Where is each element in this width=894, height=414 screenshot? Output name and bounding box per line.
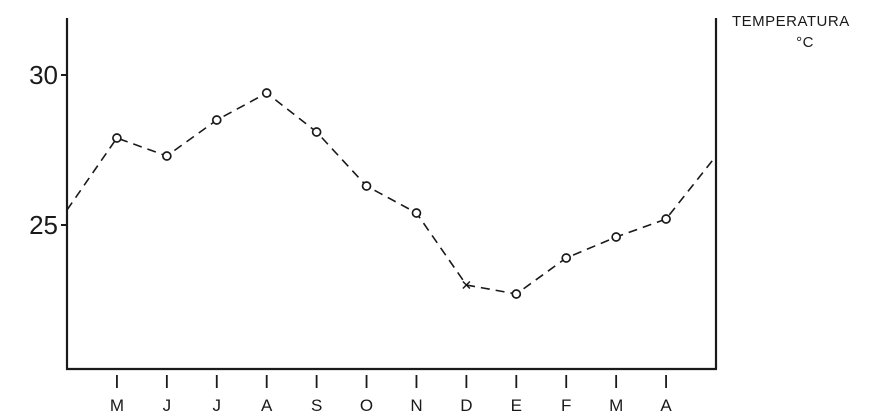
- y-tick-label: 25: [29, 210, 58, 240]
- x-tick-label: M: [110, 396, 124, 414]
- x-tick-label: E: [511, 396, 522, 414]
- y-unit-label-line1: TEMPERATURA: [732, 13, 850, 30]
- data-point: [661, 214, 671, 224]
- x-tick-label: F: [561, 396, 571, 414]
- x-tick-label: M: [609, 396, 623, 414]
- y-unit-label-line2: °C: [796, 34, 814, 51]
- y-axis-ticks: 25 30: [29, 60, 67, 240]
- y-unit-label: TEMPERATURA °C: [732, 13, 850, 51]
- x-tick-label: D: [460, 396, 472, 414]
- data-point: [561, 253, 572, 263]
- x-tick-label: J: [163, 396, 172, 414]
- data-point: [161, 151, 172, 161]
- data-point: [411, 208, 422, 218]
- x-tick-label: O: [360, 396, 373, 414]
- data-point: [361, 181, 372, 191]
- series-layer: [66, 88, 717, 299]
- x-tick-label: J: [213, 396, 222, 414]
- data-point: [611, 232, 622, 242]
- x-tick-label: S: [311, 396, 322, 414]
- data-point: [211, 115, 222, 125]
- x-tick-label: A: [261, 396, 273, 414]
- data-point: [261, 88, 272, 98]
- data-point: [511, 289, 522, 299]
- y-tick-label: 30: [29, 60, 58, 90]
- data-point: [112, 133, 122, 143]
- x-tick-label: N: [410, 396, 422, 414]
- data-point-x-marker: [462, 280, 471, 290]
- series-line: [66, 92, 717, 295]
- x-tick-label: A: [660, 396, 672, 414]
- data-point: [311, 127, 322, 137]
